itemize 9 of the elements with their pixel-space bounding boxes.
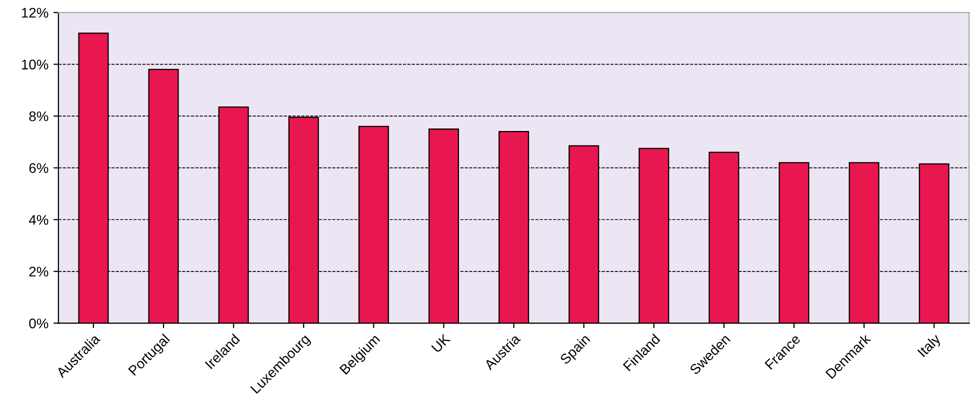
y-tick-label: 8% [29, 111, 48, 122]
y-tick-label: 2% [29, 266, 48, 277]
y-tick-label: 12% [22, 8, 48, 18]
x-tick-label: Italy [917, 332, 944, 360]
y-tick-label: 0% [29, 318, 48, 328]
y-tick-label: 6% [29, 163, 48, 174]
y-tick-label: 4% [28, 215, 48, 225]
x-tick-label: UK [431, 333, 451, 353]
y-tick-label: 10% [22, 60, 48, 70]
